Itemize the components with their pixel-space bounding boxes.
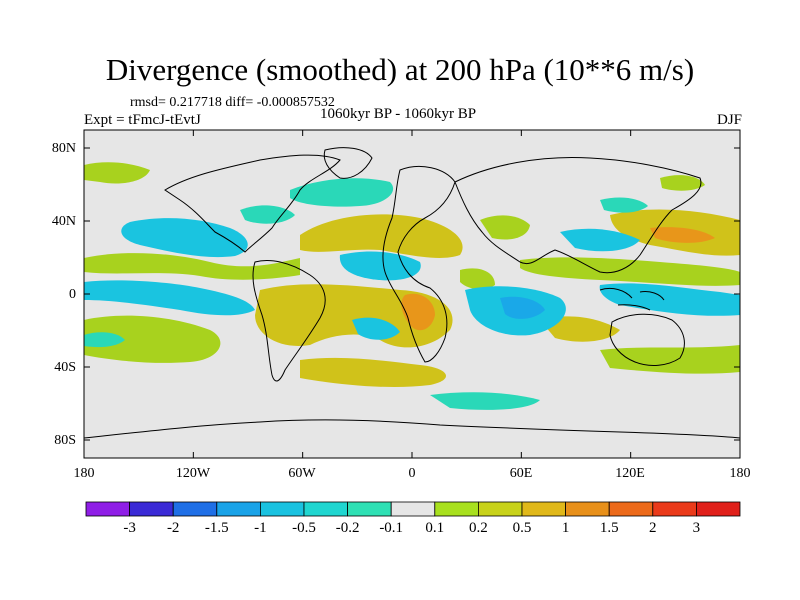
colorbar-swatch [652,501,697,517]
positive-region [540,316,620,342]
experiment-label: Expt = tFmcJ-tEvtJ [84,112,201,128]
positive-region [300,357,447,388]
colorbar-label: -1.5 [204,520,229,536]
negative-region [599,283,740,316]
negative-core [500,296,545,319]
indonesia-coast [599,287,665,311]
negative-region [240,205,295,224]
period-label: 1060kyr BP - 1060kyr BP [320,106,477,122]
colorbar-swatch [521,501,566,517]
positive-region [480,215,530,240]
negative-region [290,178,394,207]
lat-label: 40S [54,360,76,375]
lon-label: 60W [288,466,316,481]
positive-region [660,175,705,191]
lat-label: 80N [51,141,76,156]
colorbar-swatch [477,501,523,517]
antarctica-coast [84,419,740,439]
lon-label: 180 [729,466,751,481]
asia-coast [454,157,702,274]
south-america-coast [252,260,326,382]
colorbar-label: 2 [649,520,657,536]
lon-label: 180 [73,466,95,481]
divergence-field [84,130,740,458]
europe-africa-coast [382,165,456,363]
stats-text: rmsd= 0.217718 diff= -0.000857532 [130,95,335,110]
colorbar-swatch [696,501,741,517]
colorbar [85,501,741,517]
colorbar-label: 0.2 [469,520,488,536]
lat-label: 0 [69,287,76,302]
positive-region [520,257,740,286]
colorbar-swatch [129,501,174,517]
colorbar-swatch [390,501,436,517]
negative-region [121,218,248,258]
positive-region [84,315,221,363]
lat-label: 40N [51,214,76,229]
positive-core [401,293,435,331]
colorbar-swatch [172,501,218,517]
negative-region [84,332,125,348]
greenland-coast [323,147,373,179]
negative-band [84,280,255,316]
positive-region [300,214,463,258]
negative-region [600,197,648,213]
lon-label: 120W [175,466,211,481]
axis-ticks [83,130,741,458]
season-label: DJF [716,112,742,128]
colorbar-label: -2 [166,520,180,536]
colorbar-swatch [216,501,261,517]
coastlines [84,147,740,439]
colorbar-label: 0.1 [425,520,445,536]
positive-region [84,162,150,184]
colorbar-swatch [434,501,479,517]
colorbar-label: -0.2 [335,520,360,536]
colorbar-swatch [565,501,610,517]
colorbar-swatch [85,501,130,517]
colorbar-label: -0.1 [379,520,404,536]
positive-core [650,227,715,243]
positive-region [460,268,495,290]
colorbar-label: 3 [692,520,701,536]
colorbar-label: -0.5 [292,520,316,536]
positive-band [84,253,300,280]
negative-region [352,317,400,340]
colorbar-swatch [259,501,305,517]
colorbar-swatch [608,501,654,517]
lon-label: 60E [509,466,533,481]
north-america-coast [164,154,341,253]
colorbar-label: 1 [561,520,570,536]
australia-coast [609,313,685,366]
colorbar-label: -1 [254,520,267,536]
colorbar-label: 0.5 [512,520,532,536]
colorbar-label: 1.5 [599,520,619,536]
lon-label: 0 [408,466,416,481]
negative-region [430,392,540,410]
colorbar-swatch [303,501,348,517]
lon-label: 120E [615,466,645,481]
colorbar-label: -3 [123,520,136,536]
positive-region [600,345,740,374]
colorbar-swatch [347,501,392,517]
lat-label: 80S [54,433,76,448]
negative-region [560,228,640,252]
plot-title: Divergence (smoothed) at 200 hPa (10**6 … [105,52,695,87]
